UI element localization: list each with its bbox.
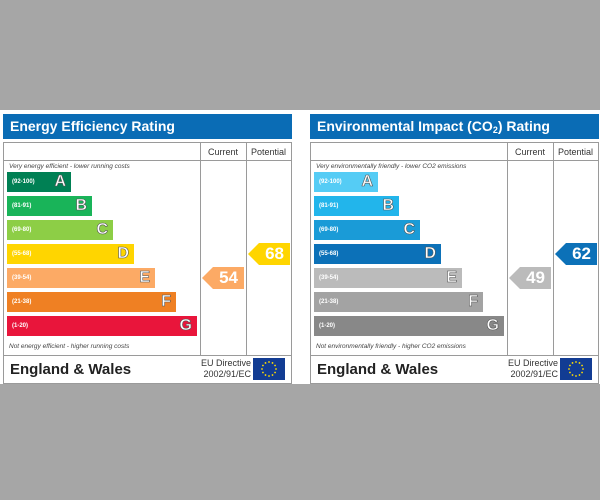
band-e: (39-54) E [7,268,155,288]
band-letter: F [161,293,171,311]
environmental-impact-panel: Environmental Impact (CO2) Rating Curren… [310,114,599,384]
eu-directive: EU Directive 2002/91/EC [508,358,558,380]
directive-line2: 2002/91/EC [203,369,251,379]
band-letter: B [382,197,394,215]
band-range: (81-91) [319,203,339,209]
band-letter: G [486,317,499,335]
current-rating-value: 49 [526,268,545,287]
current-rating-arrow: 49 [509,267,551,289]
directive-line1: EU Directive [507,358,558,368]
band-range: (81-91) [12,203,32,209]
band-range: (69-80) [319,227,339,233]
band-e: (39-54) E [314,268,462,288]
potential-rating-arrow: 68 [248,243,290,265]
band-range: (55-68) [319,251,339,257]
band-letter: D [117,245,129,263]
band-range: (21-38) [12,299,32,305]
region-label: England & Wales [10,361,132,378]
band-letter: C [96,221,108,239]
directive-line2: 2002/91/EC [510,369,558,379]
band-letter: C [403,221,415,239]
column-divider [507,143,508,355]
footer: England & Wales EU Directive 2002/91/EC [310,356,599,384]
band-range: (21-38) [319,299,339,305]
band-range: (69-80) [12,227,32,233]
potential-rating-value: 62 [572,244,591,263]
band-f: (21-38) F [314,292,483,312]
top-caption: Very energy efficient - lower running co… [9,163,130,170]
environmental-impact-title: Environmental Impact (CO2) Rating [310,114,599,139]
footer: England & Wales EU Directive 2002/91/EC [3,356,292,384]
band-g: (1-20) G [7,316,197,336]
bottom-caption: Not energy efficient - higher running co… [9,343,130,350]
directive-line1: EU Directive [200,358,251,368]
band-range: (92-100) [319,179,342,185]
band-letter: E [446,269,457,287]
column-header-current: Current [200,143,246,161]
energy-efficiency-panel: Energy Efficiency Rating Current Potenti… [3,114,292,384]
band-letter: G [179,317,192,335]
band-d: (55-68) D [314,244,441,264]
rating-grid: Current Potential Very energy efficient … [3,142,292,356]
column-header-potential: Potential [246,143,291,161]
band-g: (1-20) G [314,316,504,336]
header-blank [4,143,200,161]
band-range: (1-20) [12,323,29,329]
band-letter: B [75,197,87,215]
band-range: (92-100) [12,179,35,185]
band-letter: F [468,293,478,311]
potential-rating-value: 68 [265,244,284,263]
band-d: (55-68) D [7,244,134,264]
band-range: (55-68) [12,251,32,257]
band-a: (92-100) A [314,172,378,192]
band-letter: A [54,173,66,191]
current-rating-value: 54 [219,268,238,287]
band-range: (39-54) [12,275,32,281]
band-letter: D [424,245,436,263]
band-c: (69-80) C [7,220,113,240]
band-range: (39-54) [319,275,339,281]
column-divider [200,143,201,355]
column-divider [246,143,247,355]
column-header-potential: Potential [553,143,598,161]
region-label: England & Wales [317,361,439,378]
band-range: (1-20) [319,323,336,329]
eu-flag-icon [560,358,592,380]
energy-efficiency-title: Energy Efficiency Rating [3,114,292,139]
band-c: (69-80) C [314,220,420,240]
top-caption: Very environmentally friendly - lower CO… [316,163,467,170]
current-rating-arrow: 54 [202,267,244,289]
potential-rating-arrow: 62 [555,243,597,265]
eu-flag-icon [253,358,285,380]
header-blank [311,143,507,161]
rating-grid: Current Potential Very environmentally f… [310,142,599,356]
band-b: (81-91) B [314,196,399,216]
band-letter: E [139,269,150,287]
bottom-caption: Not environmentally friendly - higher CO… [316,343,466,350]
column-divider [553,143,554,355]
column-header-current: Current [507,143,553,161]
band-letter: A [361,173,373,191]
band-f: (21-38) F [7,292,176,312]
band-b: (81-91) B [7,196,92,216]
band-a: (92-100) A [7,172,71,192]
eu-directive: EU Directive 2002/91/EC [201,358,251,380]
